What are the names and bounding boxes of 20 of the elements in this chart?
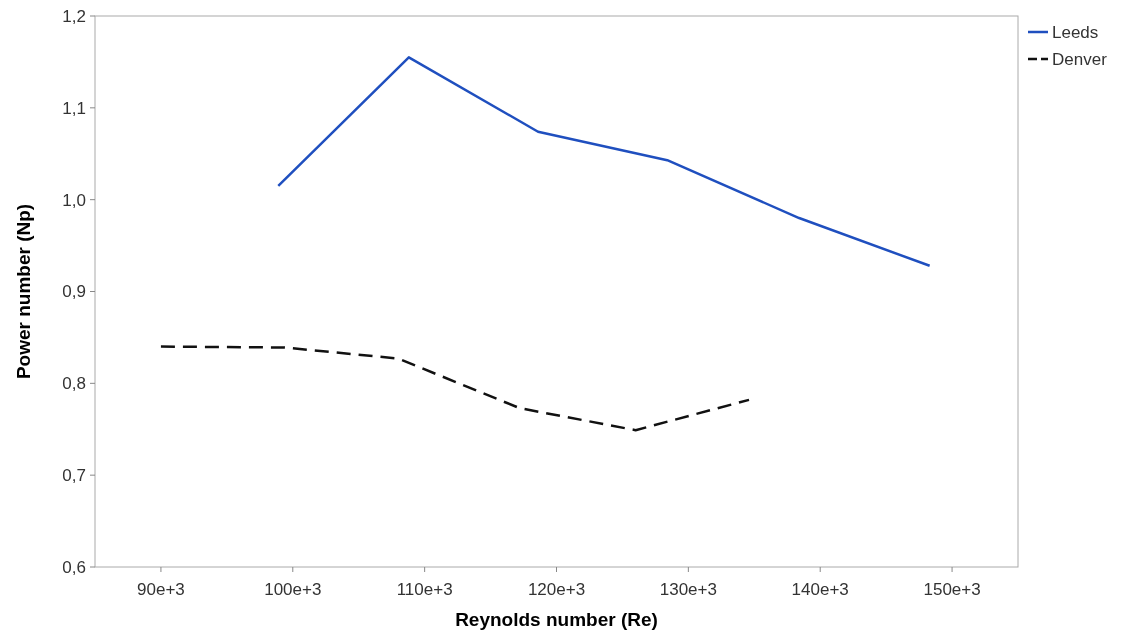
x-tick-label: 110e+3 [396, 580, 453, 599]
x-tick-label: 130e+3 [659, 580, 717, 599]
y-tick-label: 0,6 [62, 557, 86, 577]
x-tick-label: 90e+3 [137, 580, 185, 599]
x-tick-label: 120e+3 [527, 580, 586, 599]
y-tick-label: 0,7 [62, 466, 86, 486]
y-tick-label: 1,0 [62, 190, 86, 210]
x-axis-title: Reynolds number (Re) [455, 609, 658, 630]
x-tick-label: 140e+3 [791, 580, 849, 599]
x-tick-label: 150e+3 [923, 580, 981, 599]
y-axis-title: Power number (Np) [13, 203, 34, 380]
y-tick-label: 1,1 [62, 98, 86, 118]
y-tick-label: 0,8 [62, 374, 86, 394]
y-tick-label: 1,2 [62, 6, 86, 26]
legend-label: Denver [1052, 49, 1108, 69]
line-series [159, 345, 751, 432]
y-tick-label: 0,9 [62, 282, 86, 302]
legend-label: Leeds [1052, 22, 1099, 42]
line-series [277, 56, 931, 268]
x-tick-label: 100e+3 [264, 580, 322, 599]
